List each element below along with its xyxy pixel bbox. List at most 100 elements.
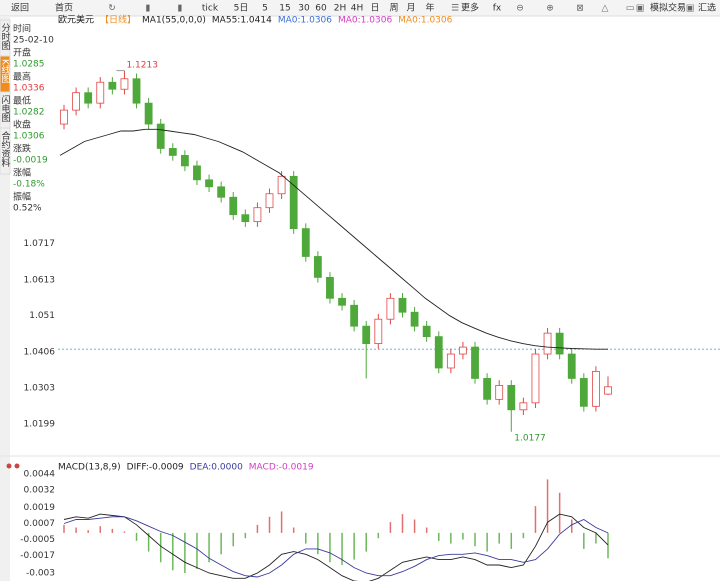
max-label: 1.1213 [126,60,158,70]
y-tick-label: 1.051 [29,311,55,321]
y-tick-label: 1.0717 [24,239,56,249]
info-label: 振幅 [13,191,31,203]
info-label: 涨跌 [13,144,31,155]
toolbar-button[interactable]: 汇选 [698,2,716,14]
candle-body [108,81,117,90]
toolbar-button[interactable]: tick [202,4,219,14]
y-tick-label: -0.0005 [20,535,55,545]
candle-body [72,92,80,111]
toolbar-icon[interactable]: ⊠ [576,4,584,14]
y-tick-label: 0.0007 [24,519,56,529]
candle-body [555,332,564,355]
candle-body [289,175,298,230]
side-tab-label[interactable]: K线图 [0,59,10,84]
toolbar-button[interactable]: 返回 [11,2,29,14]
candle-body [180,155,189,167]
side-tab-bar [0,16,10,581]
candle-body [507,385,516,411]
info-value: 1.0285 [13,60,45,70]
candle-body [241,214,250,223]
toolbar-button[interactable]: 5 [262,4,268,14]
toolbar-icon[interactable]: ▮ [178,4,183,14]
y-tick-label: 0.0019 [24,503,56,513]
info-label: 开盘 [13,47,31,59]
candle-body [483,378,492,400]
candle-body [301,228,310,257]
candle-body [362,325,371,344]
candle-body [567,353,576,379]
toolbar-icon[interactable]: ▮ [146,4,151,14]
toolbar-button[interactable]: 模拟交易 [650,2,686,14]
candle-body [156,123,165,149]
toolbar-button[interactable]: 日 [370,3,379,14]
toolbar-button[interactable]: 2H [334,4,347,14]
toolbar-button[interactable]: 15 [279,4,290,14]
info-value: 0.52% [13,204,42,214]
toolbar-button[interactable]: 首页 [55,2,73,14]
candle-body [277,175,286,195]
info-label: 收盘 [13,119,31,131]
candle-body [350,304,359,327]
y-tick-label: -0.0017 [20,551,55,561]
candle-body [229,196,238,216]
candle-body [120,78,129,90]
ma55-line [59,128,608,350]
candle-body [531,353,540,404]
candle-body [96,81,105,104]
info-value: 1.0306 [13,132,45,142]
info-label: 涨幅 [13,167,31,179]
toolbar-button[interactable]: 年 [425,2,434,14]
side-tab-label[interactable]: 闪电图 [0,95,10,123]
candle-body [84,92,93,104]
candle-body [144,102,153,125]
toolbar-button[interactable]: 5日 [234,3,249,14]
toolbar-button[interactable]: 周 [389,3,398,14]
candle-body [193,165,201,181]
candle-body [446,353,455,369]
toolbar-button[interactable]: 月 [406,3,415,14]
info-value: -0.18% [13,180,45,190]
candle-body [519,402,528,411]
candle-body [386,297,395,320]
candle-body [592,371,600,407]
toolbar-icon[interactable]: ☰ [451,4,459,14]
candle-body [422,325,431,338]
candle-body [459,346,467,355]
toolbar-icon[interactable]: ▣ [636,4,645,14]
toolbar-icon[interactable]: ⊕ [546,4,554,14]
macd-line [63,516,609,578]
candle-body [579,378,588,407]
candle-body [410,311,419,327]
candle-body [205,179,213,188]
candle-body [265,193,274,209]
candle-body [132,78,141,104]
toolbar-icon[interactable]: ▭ [626,4,635,14]
candle-body [604,386,612,395]
candle-body [543,332,552,355]
toolbar-icon[interactable]: ⊖ [516,4,524,14]
toolbar-icon[interactable]: △ [602,4,609,14]
toolbar-button[interactable]: 60 [315,4,327,14]
side-tab-label[interactable]: 合约资料 [0,130,10,168]
candle-body [253,207,262,223]
side-tab-label[interactable]: 分时图 [0,23,10,51]
legend-item: MA1(55,0,0,0) [142,16,206,26]
info-label: 最低 [13,95,31,107]
toolbar-icon[interactable]: ↻ [108,4,116,14]
candle-body [338,297,346,306]
toolbar-button[interactable]: 4H [351,4,364,14]
side-tab[interactable] [0,127,11,175]
y-tick-label: 1.0613 [24,275,56,285]
toolbar-button[interactable]: fx [493,4,502,14]
candle-body [217,186,226,198]
y-tick-label: -0.003 [26,568,55,578]
y-tick-label: 0.0044 [24,470,56,480]
y-tick-label: 1.0199 [24,420,56,430]
candle-body [434,336,443,369]
toolbar-button[interactable]: 30 [298,4,310,14]
toolbar-button[interactable]: 更多 [461,2,479,14]
toolbar-icon[interactable]: ▣ [686,4,695,14]
panel-icon [14,463,20,469]
